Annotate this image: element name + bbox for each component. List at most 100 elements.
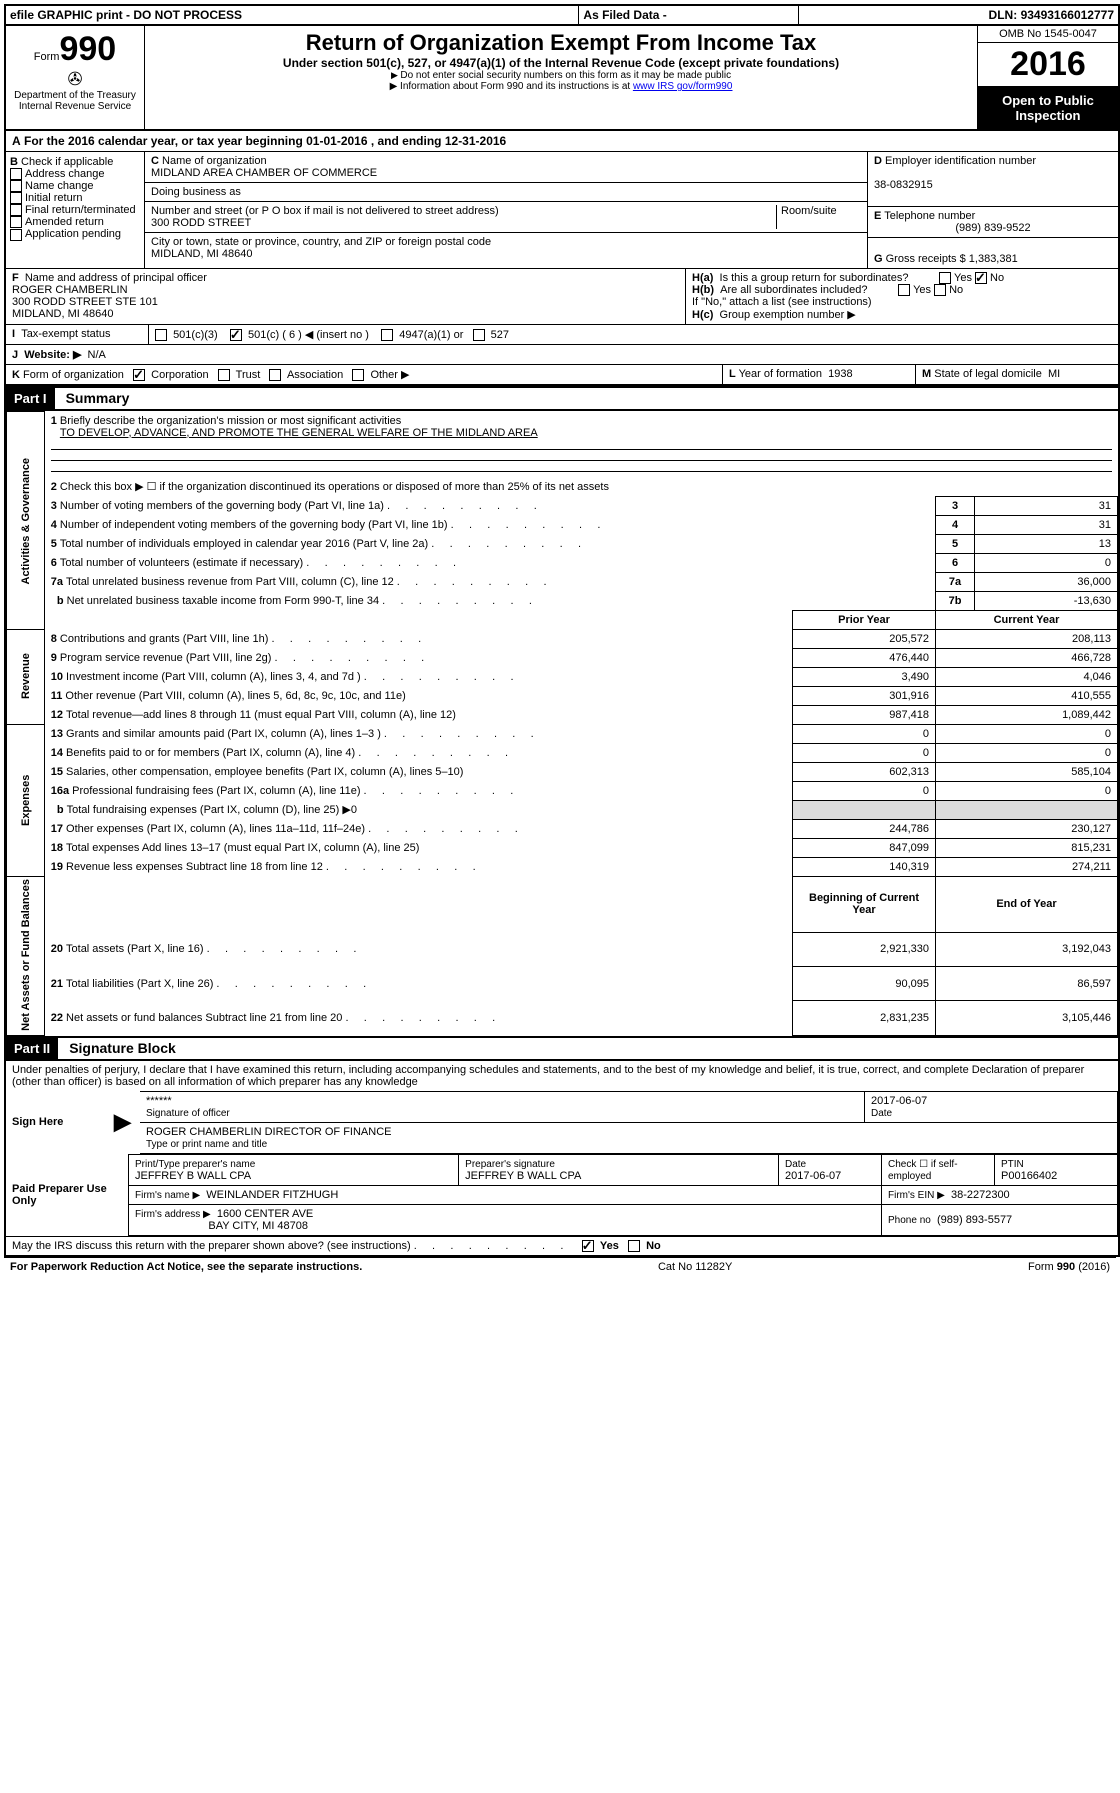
exp-19-c: 274,211 [936, 857, 1118, 876]
m-label: M [922, 368, 931, 380]
checkbox-527[interactable] [473, 329, 485, 341]
d-text: Employer identification number [885, 155, 1036, 167]
exp-13-c: 0 [936, 724, 1118, 743]
firm-city: BAY CITY, MI 48708 [208, 1220, 308, 1232]
sig-date-cell: 2017-06-07 Date [865, 1091, 1118, 1122]
irs-label: Internal Revenue Service [10, 101, 140, 112]
i-text: Tax-exempt status [21, 328, 110, 340]
exp-16b-d: Total fundraising expenses (Part IX, col… [67, 804, 357, 816]
footer-form: Form 990 (2016) [1028, 1261, 1110, 1273]
c-name-text: Name of organization [162, 155, 267, 167]
checkbox-corp[interactable] [133, 369, 145, 381]
checkbox-other[interactable] [352, 369, 364, 381]
exp-14-p: 0 [793, 743, 936, 762]
checkbox-ha-yes[interactable] [939, 272, 951, 284]
exp-14-c: 0 [936, 743, 1118, 762]
sig-stars: ****** [146, 1095, 172, 1107]
k-label: K [12, 369, 20, 381]
net-21-d: Total liabilities (Part X, line 26) [66, 978, 366, 990]
net-22-d: Net assets or fund balances Subtract lin… [66, 1012, 495, 1024]
row-a: A For the 2016 calendar year, or tax yea… [6, 131, 1118, 152]
checkbox-name[interactable] [10, 180, 22, 192]
officer-typed-name: ROGER CHAMBERLIN DIRECTOR OF FINANCE [146, 1126, 392, 1138]
exp-15-n: 15 [51, 766, 63, 778]
checkbox-initial[interactable] [10, 192, 22, 204]
tax-year: 2016 [978, 43, 1118, 87]
checkbox-501c3[interactable] [155, 329, 167, 341]
exp-16b-n: b [57, 804, 64, 816]
part2-header: Part II Signature Block [6, 1036, 1118, 1061]
irs-link[interactable]: www IRS gov/form990 [633, 81, 732, 92]
rev-9-n: 9 [51, 652, 57, 664]
current-header: Current Year [936, 610, 1118, 629]
rev-11-d: Other revenue (Part VIII, column (A), li… [65, 690, 405, 702]
exp-18-c: 815,231 [936, 838, 1118, 857]
gov-3-n: 3 [51, 500, 57, 512]
prep-date: 2017-06-07 [785, 1170, 841, 1182]
exp-13-n: 13 [51, 728, 63, 740]
gov-5-box: 5 [936, 534, 975, 553]
line1-value: TO DEVELOP, ADVANCE, AND PROMOTE THE GEN… [60, 427, 538, 439]
net-21-n: 21 [51, 978, 63, 990]
exp-13-p: 0 [793, 724, 936, 743]
discuss-yes: Yes [600, 1240, 619, 1252]
checkbox-501c[interactable] [230, 329, 242, 341]
sig-date-label: Date [871, 1108, 892, 1119]
net-21-p: 90,095 [793, 967, 936, 1001]
l-text: Year of formation [739, 368, 822, 380]
hb-no: No [949, 284, 963, 296]
net-20-n: 20 [51, 943, 63, 955]
rev-10-d: Investment income (Part VIII, column (A)… [66, 671, 514, 683]
checkbox-ha-no[interactable] [975, 272, 987, 284]
gov-7a-d: Total unrelated business revenue from Pa… [66, 576, 547, 588]
j-text: Website: ▶ [24, 349, 81, 361]
rev-12-d: Total revenue—add lines 8 through 11 (mu… [66, 709, 456, 721]
exp-19-d: Revenue less expenses Subtract line 18 f… [66, 861, 476, 873]
exp-14-n: 14 [51, 747, 63, 759]
checkbox-trust[interactable] [218, 369, 230, 381]
col-d: D Employer identification number 38-0832… [868, 152, 1118, 268]
l-box: L Year of formation 1938 [723, 365, 916, 384]
ha-yes: Yes [954, 272, 972, 284]
checkbox-final[interactable] [10, 204, 22, 216]
exp-16a-p: 0 [793, 781, 936, 800]
gov-7a-v: 36,000 [975, 572, 1118, 591]
type-name-label: Type or print name and title [146, 1139, 267, 1150]
side-expenses: Expenses [7, 724, 45, 876]
prep-name-label: Print/Type preparer's name [135, 1159, 255, 1170]
i-opt3: 4947(a)(1) or [399, 329, 463, 341]
checkbox-address[interactable] [10, 168, 22, 180]
exp-18-n: 18 [51, 842, 63, 854]
prep-sig: JEFFREY B WALL CPA [465, 1170, 581, 1182]
row-i: I Tax-exempt status 501(c)(3) 501(c) ( 6… [6, 325, 1118, 345]
checkbox-4947[interactable] [381, 329, 393, 341]
discuss-no: No [646, 1240, 661, 1252]
gov-4-n: 4 [51, 519, 57, 531]
m-value: MI [1048, 368, 1060, 380]
checkbox-discuss-no[interactable] [628, 1240, 640, 1252]
f-label: F [12, 272, 19, 284]
checkbox-hb-no[interactable] [934, 284, 946, 296]
gov-7b-n: b [57, 595, 64, 607]
firm-addr: 1600 CENTER AVE [217, 1208, 313, 1220]
exp-16a-n: 16a [51, 785, 69, 797]
k-other: Other ▶ [370, 369, 409, 381]
checkbox-hb-yes[interactable] [898, 284, 910, 296]
checkbox-pending[interactable] [10, 229, 22, 241]
officer-box: F Name and address of principal officer … [6, 269, 686, 324]
part2-label: Part II [6, 1038, 58, 1059]
part1-header: Part I Summary [6, 386, 1118, 411]
j-label: J [12, 349, 18, 361]
checkbox-discuss-yes[interactable] [582, 1240, 594, 1252]
exp-16b-c [936, 800, 1118, 819]
checkbox-amended[interactable] [10, 216, 22, 228]
checkbox-assoc[interactable] [269, 369, 281, 381]
gov-4-v: 31 [975, 515, 1118, 534]
city-value: MIDLAND, MI 48640 [151, 248, 252, 260]
col-c: C Name of organization MIDLAND AREA CHAM… [145, 152, 868, 268]
form-label: Form [34, 51, 60, 63]
exp-16a-d: Professional fundraising fees (Part IX, … [72, 785, 513, 797]
firm-addr-label: Firm's address ▶ [135, 1209, 211, 1220]
ha-no: No [990, 272, 1004, 284]
form-number: 990 [59, 30, 116, 68]
